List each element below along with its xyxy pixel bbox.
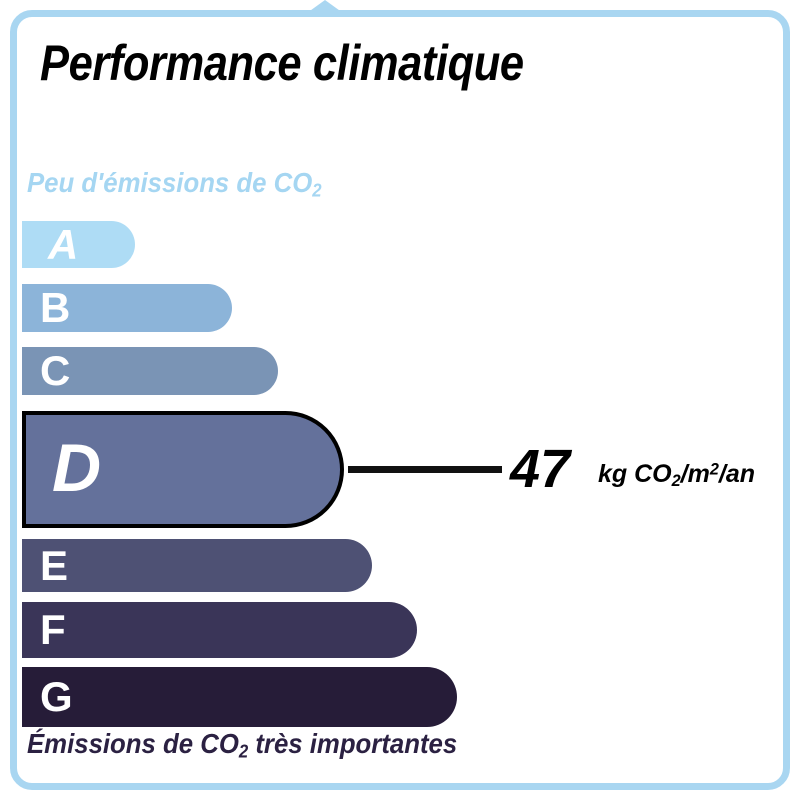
card-top-notch [307,0,343,13]
unit-co2-subscript: 2 [671,472,681,491]
grade-letter-a: A [48,221,79,268]
co2-subscript: 2 [312,180,322,201]
high-emissions-text: Émissions de CO [27,728,239,759]
unit-part-kgco: kg CO [598,460,672,488]
high-emissions-label: Émissions de CO2 très importantes [27,728,457,763]
grade-bar-f: F [22,602,417,658]
grade-bar-d-selected: D [22,411,344,528]
grade-letter-b: B [40,284,71,331]
grade-letter-g: G [40,673,73,720]
climate-performance-card [10,10,790,790]
grade-letter-d: D [52,430,102,506]
grade-bar-b: B [22,284,232,332]
grade-bar-g: G [22,667,457,727]
grade-letter-e: E [40,542,69,589]
unit-part-per-m: /m [680,460,710,488]
emissions-value: 47 [510,439,571,499]
unit-m2-superscript: 2 [709,460,719,479]
emissions-unit: kg CO2/m2/an [598,460,755,491]
low-emissions-text: Peu d'émissions de CO [27,167,313,198]
grade-bar-a: A [22,221,135,268]
unit-part-per-year: /an [718,460,756,488]
grade-letter-f: F [40,606,66,653]
page-title: Performance climatique [40,35,524,91]
grade-bar-e: E [22,539,372,592]
low-emissions-label: Peu d'émissions de CO2 [27,167,322,202]
value-connector-line [348,466,502,473]
grade-bar-c: C [22,347,278,395]
high-emissions-suffix: très importantes [248,728,458,759]
co2-subscript-bottom: 2 [238,741,249,762]
grade-letter-c: C [40,347,71,394]
